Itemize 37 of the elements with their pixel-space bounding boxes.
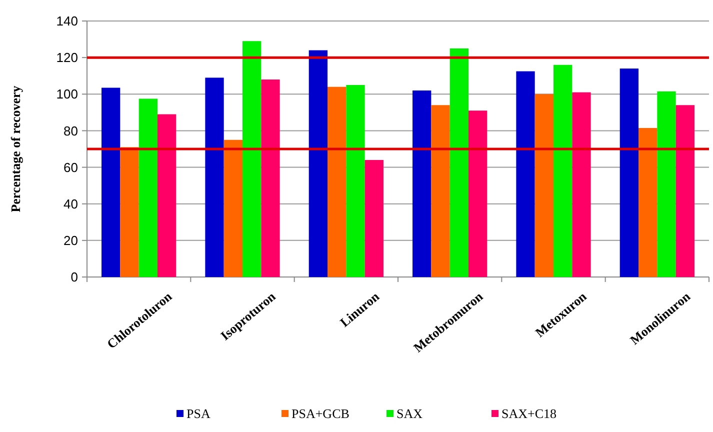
- bar: [364, 160, 384, 277]
- bar: [572, 92, 591, 277]
- bar: [346, 85, 365, 277]
- bar: [534, 94, 554, 277]
- bar: [102, 88, 120, 277]
- bar: [120, 147, 139, 277]
- bar: [261, 80, 280, 277]
- y-axis-title: Percentage of recovery: [8, 85, 23, 212]
- bar: [242, 41, 262, 277]
- legend-label: PSA+GCB: [292, 406, 350, 421]
- bar: [450, 48, 468, 277]
- bar: [308, 50, 328, 277]
- bar: [516, 71, 535, 277]
- y-tick-label: 20: [64, 232, 78, 248]
- y-tick-label: 0: [70, 270, 78, 285]
- bar: [328, 86, 346, 277]
- bar: [620, 68, 639, 277]
- bar: [157, 114, 176, 277]
- y-tick-label: 120: [56, 50, 78, 66]
- bar: [138, 98, 158, 277]
- y-tick-label: 80: [64, 123, 78, 138]
- legend-label: SAX+C18: [502, 406, 557, 421]
- bar: [431, 105, 450, 277]
- y-tick-label: 100: [56, 86, 78, 102]
- bar: [554, 64, 572, 277]
- bar: [676, 105, 694, 277]
- bar: [638, 128, 658, 277]
- bar: [412, 90, 432, 277]
- bar: [657, 91, 676, 277]
- legend-label: PSA: [186, 406, 211, 421]
- y-tick-label: 60: [64, 160, 78, 175]
- y-tick-label: 40: [64, 196, 78, 212]
- bar: [224, 140, 242, 277]
- bar: [205, 78, 224, 277]
- y-tick-label: 140: [56, 14, 78, 29]
- bar: [468, 110, 488, 277]
- legend-label: SAX: [396, 406, 424, 421]
